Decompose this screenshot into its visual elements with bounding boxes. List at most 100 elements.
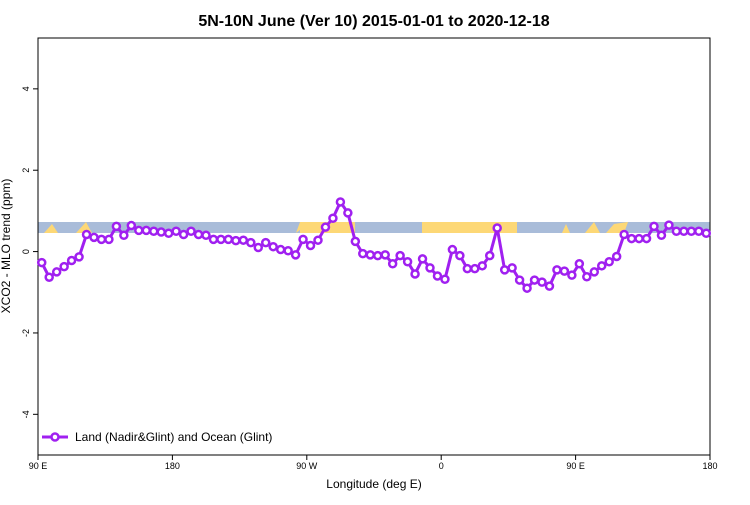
data-point [425,263,435,273]
data-point [148,226,159,236]
data-point [156,227,166,237]
data-point [447,244,458,255]
data-point [305,240,316,251]
data-point [656,230,667,241]
data-point [253,242,264,253]
data-point [126,220,137,231]
data-point [66,255,77,266]
series-line [40,198,707,291]
x-tick-label: 180 [165,461,180,471]
data-point [492,223,502,233]
data-point [246,237,256,248]
y-tick-label: -4 [21,410,31,418]
data-point [380,250,390,260]
y-tick-label: -2 [21,329,31,337]
data-point [567,270,577,280]
data-point [350,236,361,247]
data-point [641,233,652,244]
data-point [402,257,413,267]
y-tick-label: 2 [21,168,31,173]
data-point [552,265,562,275]
x-tick-label: 0 [439,461,444,471]
data-point [671,226,682,236]
x-axis-label: Longitude (deg E) [326,477,421,491]
data-point [455,250,465,261]
data-point [320,222,331,232]
data-point [694,226,704,236]
data-point [514,275,525,285]
y-axis-label: XCO2 - MLO trend (ppm) [0,179,13,314]
data-point [178,229,189,240]
chart-title: 5N-10N June (Ver 10) 2015-01-01 to 2020-… [198,13,549,30]
data-point [619,229,629,240]
data-point [582,272,592,282]
data-point [81,229,92,240]
data-point [410,269,420,279]
data-point [686,226,697,236]
data-point [104,234,114,245]
data-point [238,235,249,245]
data-point [701,228,712,239]
data-point [186,226,196,236]
data-point [559,266,570,276]
data-point [216,234,226,245]
data-point [59,261,69,272]
data-point [343,208,353,218]
data-point [522,283,532,293]
data-point [163,228,174,239]
data-point [626,233,637,244]
data-point [268,241,278,252]
data-point [470,263,480,274]
legend-label: Land (Nadir&Glint) and Ocean (Glint) [75,430,272,444]
data-point [417,254,428,264]
data-point [589,267,600,277]
data-point [574,259,585,269]
data-point [111,221,122,232]
y-tick-label: 0 [21,249,31,254]
data-point [507,263,517,273]
data-point [290,250,301,260]
data-point [679,226,689,236]
data-point [260,237,271,248]
x-tick-label: 90 W [296,461,318,471]
data-point [74,252,84,262]
data-point [544,281,555,291]
data-point [395,250,405,261]
data-point [634,233,644,244]
data-point [477,261,488,271]
data-point [119,230,129,241]
data-point [664,220,674,230]
data-point [611,251,622,262]
data-point [231,235,241,246]
data-point [432,271,443,281]
data-point [51,267,62,277]
data-point [537,277,547,287]
x-tick-label: 180 [702,461,717,471]
data-point [275,244,286,255]
data-point [529,275,540,285]
data-point [313,235,323,245]
data-point [372,250,383,261]
data-point [36,257,47,268]
data-point [358,248,368,259]
data-point [193,229,204,240]
data-point [141,225,152,236]
data-point [649,221,659,232]
data-point [440,274,450,284]
data-point [223,234,234,245]
data-point [201,230,211,241]
data-point [283,246,293,256]
data-point [387,259,398,269]
legend-marker [50,432,60,442]
data-point [604,257,614,267]
data-point [328,213,338,223]
y-tick-label: 4 [21,86,31,91]
data-point [208,234,219,245]
data-point [335,197,346,207]
data-point [365,250,376,260]
data-point [484,250,495,261]
data-point [462,263,473,274]
data-point [499,265,510,275]
x-tick-label: 90 E [566,461,585,471]
